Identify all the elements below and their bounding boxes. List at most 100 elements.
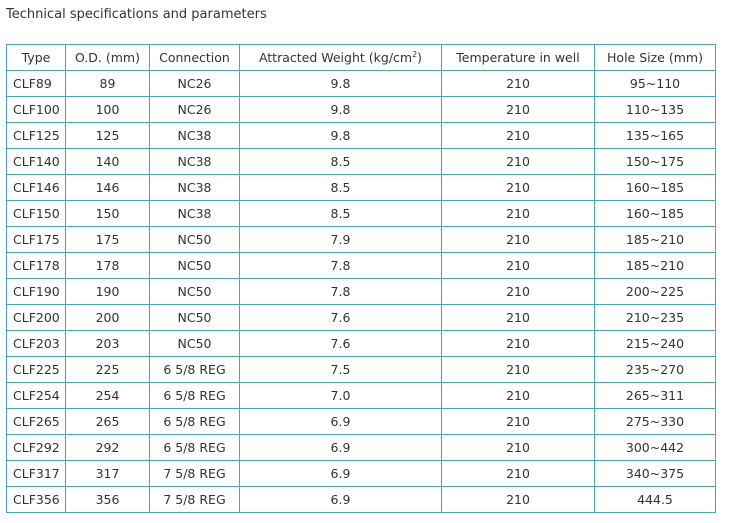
- cell-connection: NC38: [149, 148, 240, 175]
- cell-weight: 7.0: [239, 382, 442, 409]
- cell-hole-size: 110~135: [594, 96, 716, 123]
- cell-weight: 7.6: [239, 304, 442, 331]
- cell-type: CLF265: [6, 408, 66, 435]
- cell-weight: 9.8: [239, 70, 442, 97]
- cell-connection: NC38: [149, 122, 240, 149]
- cell-temperature: 210: [441, 122, 595, 149]
- cell-weight: 7.6: [239, 330, 442, 357]
- cell-weight: 7.8: [239, 278, 442, 305]
- cell-temperature: 210: [441, 148, 595, 175]
- table-row: CLF150 150 NC38 8.5 210 160~185: [6, 200, 716, 227]
- cell-od: 225: [65, 356, 150, 383]
- cell-temperature: 210: [441, 174, 595, 201]
- cell-hole-size: 275~330: [594, 408, 716, 435]
- cell-type: CLF125: [6, 122, 66, 149]
- cell-hole-size: 200~225: [594, 278, 716, 305]
- cell-weight: 6.9: [239, 460, 442, 487]
- cell-hole-size: 95~110: [594, 70, 716, 97]
- cell-hole-size: 210~235: [594, 304, 716, 331]
- cell-weight: 9.8: [239, 122, 442, 149]
- table-row: CLF140 140 NC38 8.5 210 150~175: [6, 148, 716, 175]
- cell-connection: NC50: [149, 252, 240, 279]
- table-row: CLF265 265 6 5/8 REG 6.9 210 275~330: [6, 408, 716, 435]
- cell-weight: 6.9: [239, 486, 442, 513]
- table-row: CLF146 146 NC38 8.5 210 160~185: [6, 174, 716, 201]
- cell-weight: 6.9: [239, 434, 442, 461]
- table-row: CLF100 100 NC26 9.8 210 110~135: [6, 96, 716, 123]
- cell-hole-size: 300~442: [594, 434, 716, 461]
- table-row: CLF356 356 7 5/8 REG 6.9 210 444.5: [6, 486, 716, 513]
- cell-weight: 9.8: [239, 96, 442, 123]
- cell-od: 175: [65, 226, 150, 253]
- cell-od: 200: [65, 304, 150, 331]
- cell-hole-size: 160~185: [594, 174, 716, 201]
- cell-temperature: 210: [441, 226, 595, 253]
- cell-temperature: 210: [441, 278, 595, 305]
- header-od: O.D. (mm): [65, 44, 150, 71]
- cell-hole-size: 185~210: [594, 226, 716, 253]
- cell-od: 178: [65, 252, 150, 279]
- cell-connection: NC50: [149, 330, 240, 357]
- cell-type: CLF178: [6, 252, 66, 279]
- cell-temperature: 210: [441, 304, 595, 331]
- cell-type: CLF356: [6, 486, 66, 513]
- cell-type: CLF254: [6, 382, 66, 409]
- cell-type: CLF146: [6, 174, 66, 201]
- cell-temperature: 210: [441, 356, 595, 383]
- cell-connection: NC50: [149, 304, 240, 331]
- header-hole-size: Hole Size (mm): [594, 44, 716, 71]
- cell-connection: 6 5/8 REG: [149, 408, 240, 435]
- table-header-row: Type O.D. (mm) Connection Attracted Weig…: [6, 44, 716, 71]
- cell-type: CLF100: [6, 96, 66, 123]
- table-row: CLF178 178 NC50 7.8 210 185~210: [6, 252, 716, 279]
- cell-weight: 7.9: [239, 226, 442, 253]
- cell-od: 203: [65, 330, 150, 357]
- cell-od: 125: [65, 122, 150, 149]
- header-attracted-weight: Attracted Weight (kg/cm2): [239, 44, 442, 71]
- cell-od: 292: [65, 434, 150, 461]
- cell-hole-size: 340~375: [594, 460, 716, 487]
- cell-type: CLF292: [6, 434, 66, 461]
- header-weight-superscript: 2: [412, 50, 418, 59]
- cell-od: 150: [65, 200, 150, 227]
- header-temperature: Temperature in well: [441, 44, 595, 71]
- cell-type: CLF317: [6, 460, 66, 487]
- cell-connection: NC50: [149, 278, 240, 305]
- table-row: CLF292 292 6 5/8 REG 6.9 210 300~442: [6, 434, 716, 461]
- cell-temperature: 210: [441, 330, 595, 357]
- cell-temperature: 210: [441, 434, 595, 461]
- cell-hole-size: 215~240: [594, 330, 716, 357]
- cell-hole-size: 185~210: [594, 252, 716, 279]
- cell-hole-size: 444.5: [594, 486, 716, 513]
- cell-hole-size: 160~185: [594, 200, 716, 227]
- cell-weight: 8.5: [239, 200, 442, 227]
- table-row: CLF200 200 NC50 7.6 210 210~235: [6, 304, 716, 331]
- cell-connection: NC26: [149, 96, 240, 123]
- cell-hole-size: 150~175: [594, 148, 716, 175]
- table-row: CLF317 317 7 5/8 REG 6.9 210 340~375: [6, 460, 716, 487]
- cell-type: CLF140: [6, 148, 66, 175]
- cell-hole-size: 135~165: [594, 122, 716, 149]
- cell-temperature: 210: [441, 408, 595, 435]
- cell-type: CLF203: [6, 330, 66, 357]
- table-row: CLF89 89 NC26 9.8 210 95~110: [6, 70, 716, 97]
- cell-od: 140: [65, 148, 150, 175]
- cell-hole-size: 235~270: [594, 356, 716, 383]
- header-weight-text: Attracted Weight (kg/cm: [258, 50, 413, 65]
- cell-connection: NC38: [149, 174, 240, 201]
- table-row: CLF190 190 NC50 7.8 210 200~225: [6, 278, 716, 305]
- cell-temperature: 210: [441, 460, 595, 487]
- cell-od: 356: [65, 486, 150, 513]
- cell-weight: 6.9: [239, 408, 442, 435]
- cell-temperature: 210: [441, 252, 595, 279]
- cell-type: CLF200: [6, 304, 66, 331]
- cell-od: 254: [65, 382, 150, 409]
- cell-weight: 7.5: [239, 356, 442, 383]
- cell-connection: 7 5/8 REG: [149, 486, 240, 513]
- cell-weight: 7.8: [239, 252, 442, 279]
- cell-type: CLF190: [6, 278, 66, 305]
- table-row: CLF125 125 NC38 9.8 210 135~165: [6, 122, 716, 149]
- header-weight-close: ): [417, 50, 423, 65]
- page-heading: Technical specifications and parameters: [6, 7, 267, 22]
- cell-connection: NC38: [149, 200, 240, 227]
